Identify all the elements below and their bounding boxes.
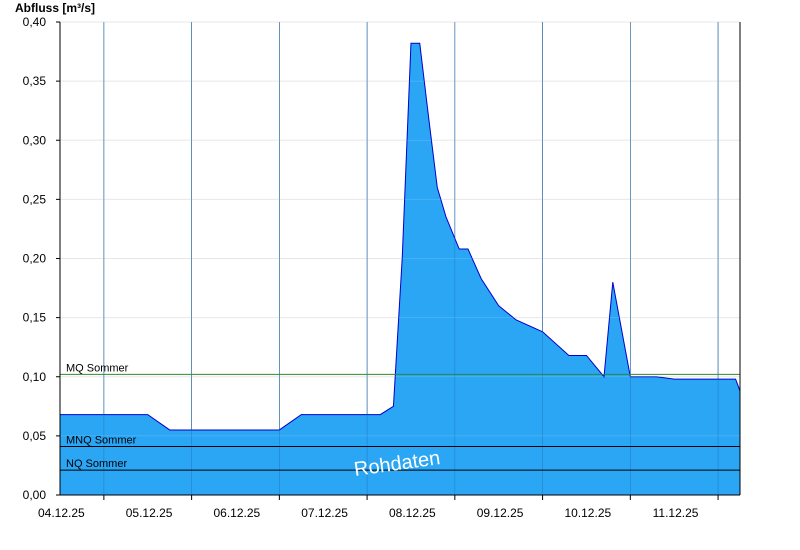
x-tick-label: 09.12.25 — [477, 506, 524, 520]
x-tick-label: 06.12.25 — [213, 506, 260, 520]
y-tick-label: 0,05 — [23, 429, 47, 443]
discharge-line — [60, 42, 741, 431]
y-tick-label: 0,10 — [23, 370, 47, 384]
discharge-area — [60, 43, 740, 495]
x-tick-label: 08.12.25 — [389, 506, 436, 520]
reference-line-label: NQ Sommer — [66, 458, 127, 470]
axes — [56, 21, 741, 500]
x-tick-label: 07.12.25 — [301, 506, 348, 520]
x-tick-labels: 04.12.25 05.12.25 06.12.25 07.12.25 08.12.25… — [38, 506, 699, 520]
x-tick-label: 10.12.25 — [564, 506, 611, 520]
x-tick-label: 05.12.25 — [126, 506, 173, 520]
x-tick-label: 04.12.25 — [38, 506, 85, 520]
y-tick-label: 0,20 — [23, 252, 47, 266]
y-tick-label: 0,30 — [23, 133, 47, 147]
y-tick-label: 0,15 — [23, 311, 47, 325]
y-axis-title: Abfluss [m³/s] — [15, 1, 95, 15]
y-tick-labels: 0,00 0,05 0,10 0,15 0,20 0,25 0,30 0,35 0,40 — [23, 15, 47, 502]
x-tick-label: 11.12.25 — [653, 506, 699, 520]
y-tick-label: 0,40 — [23, 15, 47, 29]
y-tick-label: 0,35 — [23, 74, 47, 88]
y-tick-label: 0,00 — [23, 488, 47, 502]
reference-line-label: MNQ Sommer — [66, 435, 137, 447]
y-tick-label: 0,25 — [23, 192, 47, 206]
reference-line-label: MQ Sommer — [66, 362, 129, 374]
reference-lines: MQ Sommer MNQ Sommer NQ Sommer — [60, 21, 740, 495]
